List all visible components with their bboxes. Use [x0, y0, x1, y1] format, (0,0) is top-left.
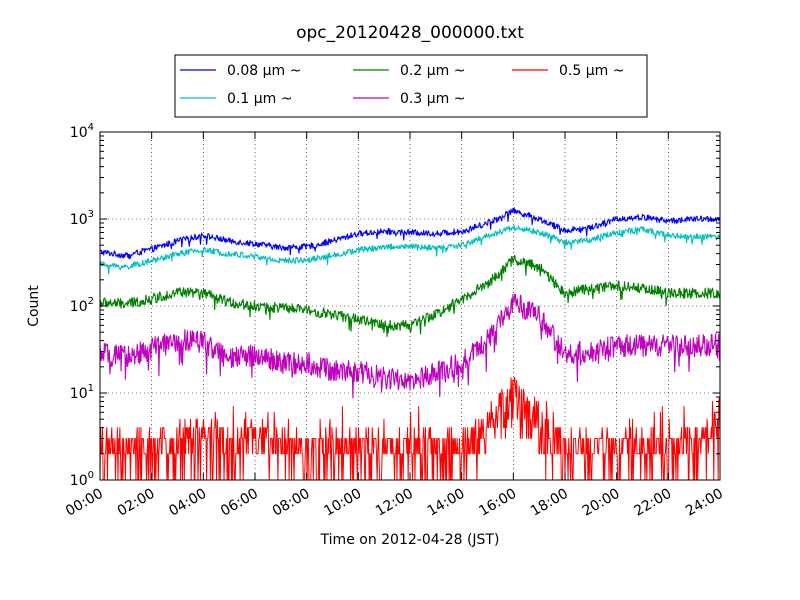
y-tick-label: 104 [70, 122, 94, 141]
chart-title: opc_20120428_000000.txt [296, 23, 524, 43]
y-tick-exponent: 2 [88, 296, 94, 307]
ticks [99, 131, 721, 481]
legend-label: 0.08 μm ~ [227, 63, 301, 79]
y-tick-base: 10 [70, 473, 88, 489]
y-tick-exponent: 4 [88, 122, 94, 133]
y-tick-label: 102 [70, 296, 94, 315]
y-tick-base: 10 [70, 386, 88, 402]
y-tick-base: 10 [70, 125, 88, 141]
legend-label: 0.3 μm ~ [400, 91, 465, 107]
legend-frame [174, 54, 648, 118]
series-line-1 [99, 207, 721, 260]
legend-entry: 0.3 μm ~ [353, 91, 465, 107]
y-tick-base: 10 [70, 212, 88, 228]
legend-label: 0.2 μm ~ [400, 63, 465, 79]
y-tick-label: 101 [70, 383, 94, 402]
legend-entry: 0.2 μm ~ [353, 63, 465, 79]
y-tick-exponent: 3 [88, 209, 94, 220]
series-line-5 [99, 377, 721, 481]
y-tick-exponent: 1 [88, 383, 94, 394]
y-tick-label: 100 [70, 470, 94, 489]
y-tick-base: 10 [70, 299, 88, 315]
legend: 0.08 μm ~ 0.1 μm ~ 0.2 μm ~ 0.3 μm ~ 0.5 μm … [174, 54, 648, 118]
legend-label: 0.1 μm ~ [227, 91, 292, 107]
series-line-3 [99, 254, 721, 337]
series-line-4 [99, 293, 721, 399]
y-tick-label: 103 [70, 209, 94, 228]
legend-entry: 0.1 μm ~ [180, 91, 292, 107]
series-line-2 [99, 224, 721, 275]
series-layer [99, 207, 721, 481]
x-axis-label: Time on 2012-04-28 (JST) [320, 532, 500, 548]
legend-entry: 0.5 μm ~ [512, 63, 624, 79]
plot-area [99, 131, 721, 481]
y-axis-label: Count [26, 285, 42, 327]
legend-entries: 0.08 μm ~ 0.1 μm ~ 0.2 μm ~ 0.3 μm ~ 0.5 μm … [180, 63, 624, 107]
y-tick-exponent: 0 [88, 470, 94, 481]
legend-label: 0.5 μm ~ [559, 63, 624, 79]
legend-entry: 0.08 μm ~ [180, 63, 301, 79]
